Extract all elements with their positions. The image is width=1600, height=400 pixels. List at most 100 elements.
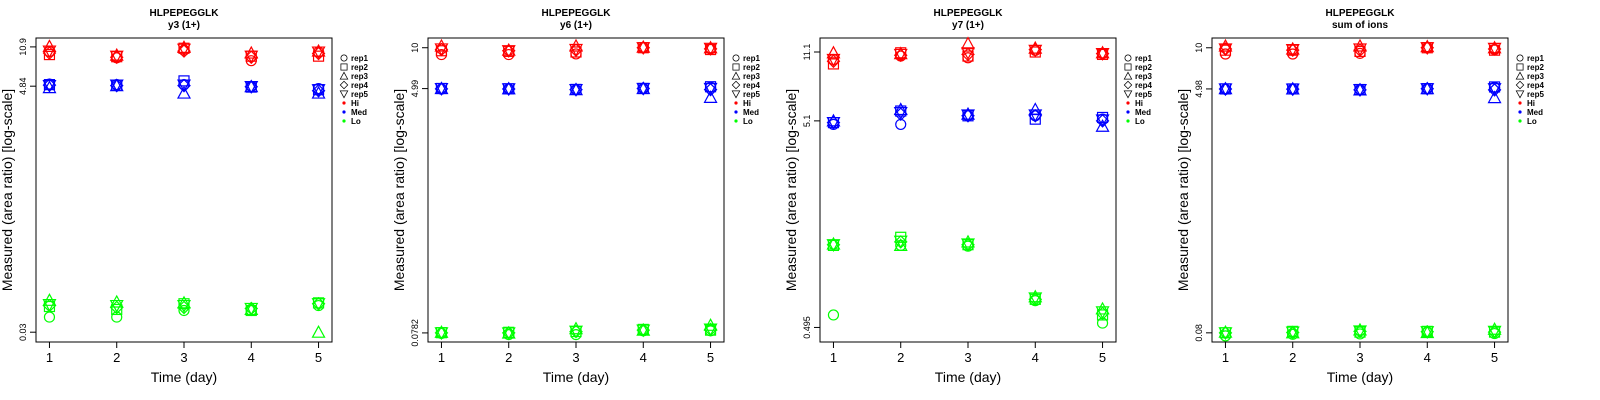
data-point-hi-rep3 <box>1095 45 1110 59</box>
x-tick-label: 3 <box>1356 350 1363 365</box>
legend-label: rep4 <box>1527 81 1544 90</box>
legend-marker-med <box>342 110 346 114</box>
data-point-hi-rep5 <box>311 46 326 60</box>
x-tick-label: 2 <box>505 350 512 365</box>
data-point-lo-rep1 <box>178 304 190 317</box>
legend-label: rep4 <box>743 81 760 90</box>
legend-label: rep1 <box>743 54 760 63</box>
chart-title: HLPEPEGGLK <box>934 8 1004 19</box>
legend-marker-rep3 <box>731 71 741 80</box>
legend-label: Hi <box>351 99 359 108</box>
x-tick-label: 1 <box>830 350 837 365</box>
data-point-hi-rep3 <box>1028 40 1043 54</box>
data-point-med-rep3 <box>893 102 908 116</box>
data-point-med-rep5 <box>1285 83 1300 97</box>
legend-marker-rep4 <box>731 80 741 90</box>
legend-marker-rep5 <box>1123 90 1133 99</box>
x-tick-label: 4 <box>1424 350 1431 365</box>
data-point-med-rep4 <box>1420 81 1435 96</box>
legend-marker-lo <box>734 119 738 123</box>
data-point-lo-rep2 <box>111 303 123 316</box>
data-point-med-rep5 <box>244 80 259 94</box>
data-point-hi-rep5 <box>1487 42 1502 56</box>
series-hi <box>1218 38 1502 60</box>
legend-marker-lo <box>1518 119 1522 123</box>
x-axis-label: Time (day) <box>151 369 217 385</box>
data-point-med-rep5 <box>1028 109 1043 123</box>
legend-marker-med <box>1126 110 1130 114</box>
data-point-hi-rep3 <box>1487 40 1502 54</box>
y-axis-label: Measured (area ratio) [log-scale] <box>783 89 799 291</box>
chart-title: HLPEPEGGLK <box>542 8 612 19</box>
x-axis-label: Time (day) <box>1327 369 1393 385</box>
legend-label: rep4 <box>351 81 368 90</box>
legend-label: Hi <box>743 99 751 108</box>
data-point-lo-rep5 <box>893 235 908 249</box>
y-tick-label: 4.84 <box>18 77 28 95</box>
data-point-hi-rep5 <box>244 50 259 64</box>
series-hi <box>42 39 326 67</box>
data-point-hi-rep5 <box>42 45 57 59</box>
legend-marker-rep4 <box>1123 80 1133 90</box>
chart-title: HLPEPEGGLK <box>150 8 220 19</box>
legend-marker-lo <box>342 119 346 123</box>
y-tick-label: 10 <box>1194 43 1204 53</box>
series-hi <box>434 38 718 61</box>
data-point-hi-rep3 <box>893 46 908 60</box>
data-point-hi-rep3 <box>1352 38 1368 52</box>
data-point-med-rep5 <box>1420 83 1435 96</box>
legend-marker-hi <box>342 101 346 105</box>
data-point-lo-rep3 <box>1095 301 1110 315</box>
data-point-lo-rep3 <box>1218 324 1233 338</box>
data-point-lo-rep5 <box>568 325 584 339</box>
data-point-hi-rep5 <box>1095 48 1110 61</box>
x-tick-label: 5 <box>315 350 322 365</box>
series-med <box>1218 81 1502 104</box>
chart-title: HLPEPEGGLK <box>1326 8 1396 19</box>
legend-label: rep3 <box>351 72 368 81</box>
data-point-lo-rep3 <box>176 295 192 309</box>
x-tick-label: 4 <box>248 350 255 365</box>
data-point-med-rep3 <box>176 85 192 99</box>
data-point-med-rep5 <box>636 82 651 96</box>
data-point-hi-rep5 <box>703 42 718 56</box>
x-tick-label: 2 <box>113 350 120 365</box>
data-point-hi-rep4 <box>42 46 57 60</box>
chart-subtitle: y7 (1+) <box>952 20 984 31</box>
legend-marker-rep3 <box>1515 71 1525 80</box>
data-point-lo-rep3 <box>703 318 718 331</box>
data-point-med-rep3 <box>1095 118 1110 132</box>
data-point-lo-rep5 <box>1487 325 1502 339</box>
x-tick-label: 4 <box>640 350 647 365</box>
x-tick-label: 2 <box>897 350 904 365</box>
data-point-hi-rep5 <box>960 47 976 61</box>
legend-label: rep5 <box>1527 90 1544 99</box>
data-point-lo-rep5 <box>311 298 326 312</box>
legend-marker-hi <box>1126 101 1130 105</box>
series-lo <box>42 293 326 338</box>
data-point-hi-rep5 <box>893 48 908 62</box>
data-point-hi-rep5 <box>434 43 449 57</box>
x-tick-label: 5 <box>707 350 714 365</box>
legend-label: rep5 <box>351 90 368 99</box>
legend-label: Med <box>1527 108 1543 117</box>
legend-label: Hi <box>1135 99 1143 108</box>
x-tick-label: 5 <box>1099 350 1106 365</box>
data-point-hi-rep5 <box>1028 44 1043 58</box>
data-point-hi-rep3 <box>1420 39 1435 53</box>
data-point-med-rep3 <box>1028 102 1043 116</box>
data-point-lo-rep5 <box>244 302 259 316</box>
legend-label: Med <box>351 108 367 117</box>
data-point-med-rep5 <box>1095 114 1110 128</box>
data-point-med-rep5 <box>960 109 976 123</box>
data-point-hi-rep3 <box>703 40 718 54</box>
data-point-lo-rep3 <box>1352 322 1368 336</box>
series-lo <box>826 231 1110 329</box>
legend-label: Med <box>1135 108 1151 117</box>
legend-label: rep1 <box>1135 54 1152 63</box>
data-point-lo-rep3 <box>434 325 449 338</box>
